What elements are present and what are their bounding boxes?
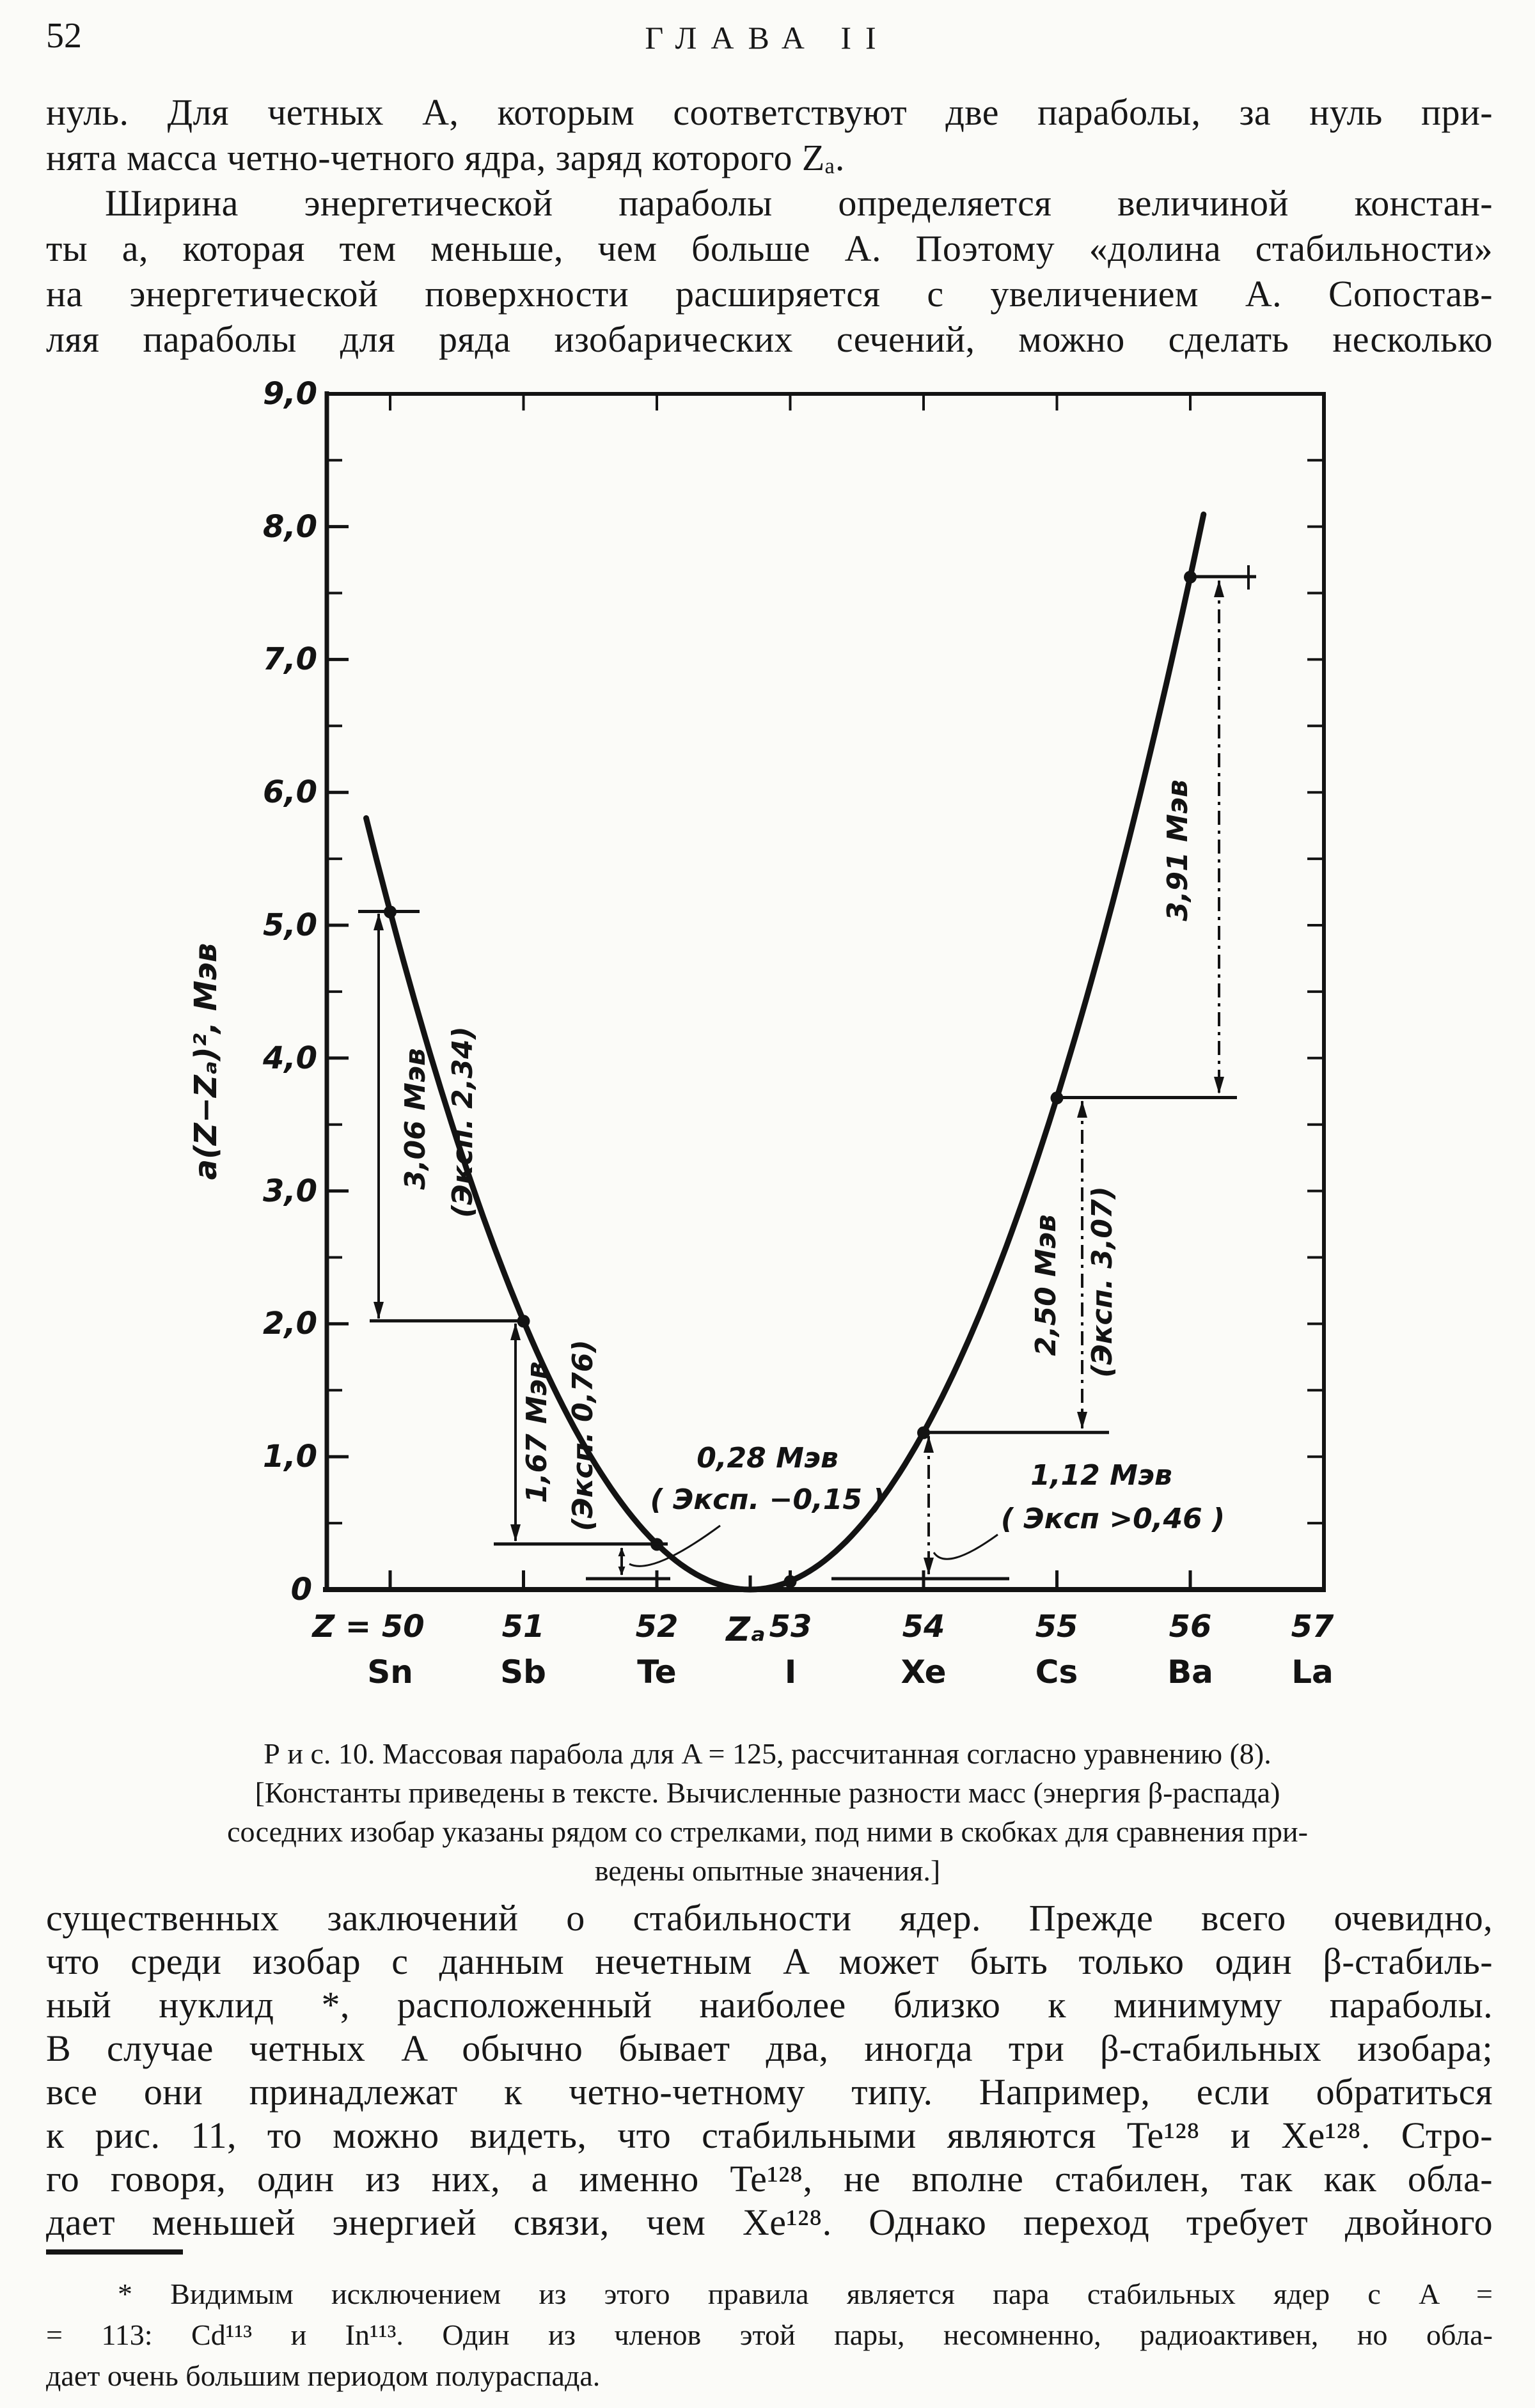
y-tick-label: 5,0 (263, 907, 317, 943)
x-tick-label: 52 (636, 1609, 679, 1645)
y-axis-major-ticks (327, 525, 349, 1458)
footnote-line: = 113: Cd¹¹³ и In¹¹³. Один из членов это… (46, 2318, 1493, 2351)
text-line: нята масса четно-четного ядра, заряд кот… (46, 137, 845, 178)
y-axis-minor-ticks (327, 458, 342, 1525)
text-line: го говоря, один из них, а именно Te¹²⁸, … (46, 2158, 1493, 2200)
plot-frame (325, 392, 1326, 1591)
paragraph-2: Ширина энергетической параболы определяе… (46, 180, 1493, 362)
element-label-te: Te (637, 1654, 676, 1691)
page-number: 52 (46, 16, 82, 56)
text-line: Ширина энергетической параболы определяе… (105, 182, 1493, 224)
delta-112-group: 1,12 Мэв ( Эксп >0,46 ) (831, 1430, 1225, 1581)
footnote: * Видимым исключением из этого правила я… (46, 2274, 1493, 2396)
footnote-line: * Видимым исключением из этого правила я… (118, 2278, 1493, 2310)
element-label-i: I (785, 1654, 797, 1691)
y-tick-label: 7,0 (263, 641, 317, 677)
delta-028-leader-line (629, 1524, 721, 1567)
paragraph-3: существенных заключений о стабильности я… (46, 1896, 1493, 2244)
element-labels: Sn Sb Te I Xe Cs Ba La (367, 1654, 1334, 1691)
delta-112-label: 1,12 Мэв (1030, 1459, 1172, 1492)
right-axis-ticks (1307, 458, 1324, 1525)
figure-caption: Р и с. 10. Массовая парабола для A = 125… (38, 1734, 1497, 1890)
delta-250-label: 2,50 Мэв (1030, 1214, 1062, 1356)
y-tick-label: 1,0 (263, 1439, 317, 1474)
text-line: к рис. 11, то можно видеть, что стабильн… (46, 2115, 1493, 2156)
delta-028-label: 0,28 Мэв (697, 1442, 838, 1474)
text-line: все они принадлежат к четно-четному типу… (46, 2071, 1493, 2113)
text-line: ный нуклид *, расположенный наиболее бли… (46, 1984, 1493, 2026)
element-label-ba: Ba (1167, 1654, 1213, 1691)
delta-250-exp-label: (Эксп. 3,07) (1086, 1186, 1119, 1377)
text-line: ляя параболы для ряда изобарических сече… (46, 318, 1493, 360)
delta-391-label: 3,91 Мэв (1161, 779, 1194, 921)
x-tick-label: Z = 50 (311, 1609, 424, 1645)
y-tick-label: 6,0 (263, 774, 317, 810)
delta-167-exp-label: (Эксп. 0,76) (567, 1340, 599, 1531)
delta-112-exp-label: ( Эксп >0,46 ) (1001, 1503, 1225, 1535)
caption-line: соседних изобар указаны рядом со стрелка… (227, 1815, 1308, 1848)
y-tick-label: 9,0 (263, 376, 317, 412)
chapter-title: ГЛАВА II (645, 20, 890, 56)
delta-028-exp-label: ( Эксп. −0,15 ) (650, 1483, 885, 1516)
delta-167-group: 1,67 Мэв (Эксп. 0,76) (494, 1323, 668, 1546)
element-label-sb: Sb (500, 1654, 546, 1691)
delta-250-group: 2,50 Мэв (Эксп. 3,07) (1030, 1096, 1237, 1429)
text-line: существенных заключений о стабильности я… (46, 1897, 1493, 1939)
delta-112-leader-line (933, 1533, 998, 1560)
caption-line: ведены опытные значения.] (594, 1854, 941, 1887)
delta-306-exp-label: (Эксп. 2,34) (446, 1026, 479, 1217)
y-tick-label: 8,0 (263, 509, 317, 545)
mass-parabola-curve (363, 512, 1207, 1593)
delta-391-group: 3,91 Мэв (1161, 565, 1256, 1094)
data-point-i (783, 1575, 797, 1588)
y-tick-label: 2,0 (263, 1306, 317, 1341)
x-tick-label: 56 (1169, 1609, 1212, 1645)
element-label-cs: Cs (1035, 1654, 1078, 1691)
y-axis-title: a(Z−Zₐ)², Мэв (188, 943, 224, 1180)
text-line: ты a, которая тем меньше, чем больше A. … (46, 228, 1493, 269)
element-label-xe: Xe (901, 1654, 946, 1691)
caption-line: [Константы приведены в тексте. Вычисленн… (255, 1776, 1280, 1809)
text-line: на энергетической поверхности расширяетс… (46, 273, 1493, 315)
x-tick-labels: Z = 50 51 52 53 54 55 56 57 (311, 1609, 1334, 1645)
delta-306-group: 3,06 Мэв (Эксп. 2,34) (358, 910, 524, 1323)
delta-028-group: 0,28 Мэв ( Эксп. −0,15 ) (586, 1442, 885, 1581)
paragraph-1: нуль. Для четных A, которым соответствую… (46, 90, 1493, 180)
x-tick-label: 55 (1035, 1609, 1078, 1645)
top-axis-ticks (389, 394, 1192, 410)
y-tick-label: 3,0 (263, 1173, 317, 1209)
delta-306-label: 3,06 Мэв (399, 1048, 432, 1190)
element-label-la: La (1291, 1654, 1334, 1691)
text-line: В случае четных A обычно бывает два, ино… (46, 2028, 1493, 2069)
y-tick-label: 0 (291, 1572, 312, 1607)
y-tick-labels: 9,0 8,0 7,0 6,0 5,0 4,0 3,0 2,0 1,0 0 (262, 376, 317, 1607)
element-label-sn: Sn (367, 1654, 413, 1691)
x-tick-label: 54 (902, 1609, 945, 1645)
y-tick-label: 4,0 (262, 1040, 317, 1076)
caption-line: Р и с. 10. Массовая парабола для A = 125… (264, 1737, 1271, 1770)
x-tick-label: 53 (769, 1609, 812, 1645)
delta-167-label: 1,67 Мэв (521, 1361, 553, 1503)
za-axis-label: Zₐ (725, 1611, 766, 1649)
text-line: дает меньшей энергией связи, чем Xe¹²⁸. … (46, 2201, 1493, 2243)
text-line: нуль. Для четных A, которым соответствую… (46, 91, 1493, 133)
footnote-separator (46, 2249, 183, 2255)
data-points (384, 570, 1197, 1588)
text-line: что среди изобар с данным нечетным A мож… (46, 1941, 1493, 1982)
footnote-line: дает очень большим периодом полураспада. (46, 2359, 601, 2392)
figure-10-chart: 9,0 8,0 7,0 6,0 5,0 4,0 3,0 2,0 1,0 0 a(… (188, 376, 1334, 1691)
x-tick-label: 57 (1291, 1609, 1334, 1645)
x-tick-label: 51 (502, 1609, 545, 1645)
